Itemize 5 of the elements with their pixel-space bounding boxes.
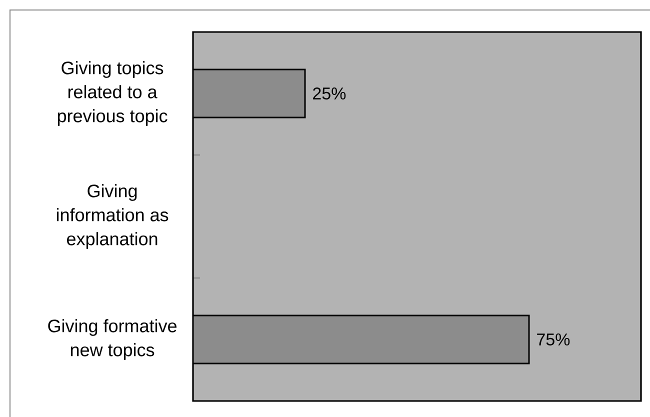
data-label: 25% [313,87,346,100]
y-tick-label: Giving formative new topics [48,319,177,360]
data-label: 75% [537,334,570,346]
y-tick-label: Giving information as explanation [56,184,168,249]
y-tick-label: Giving topics related to a previous topic [58,61,168,126]
